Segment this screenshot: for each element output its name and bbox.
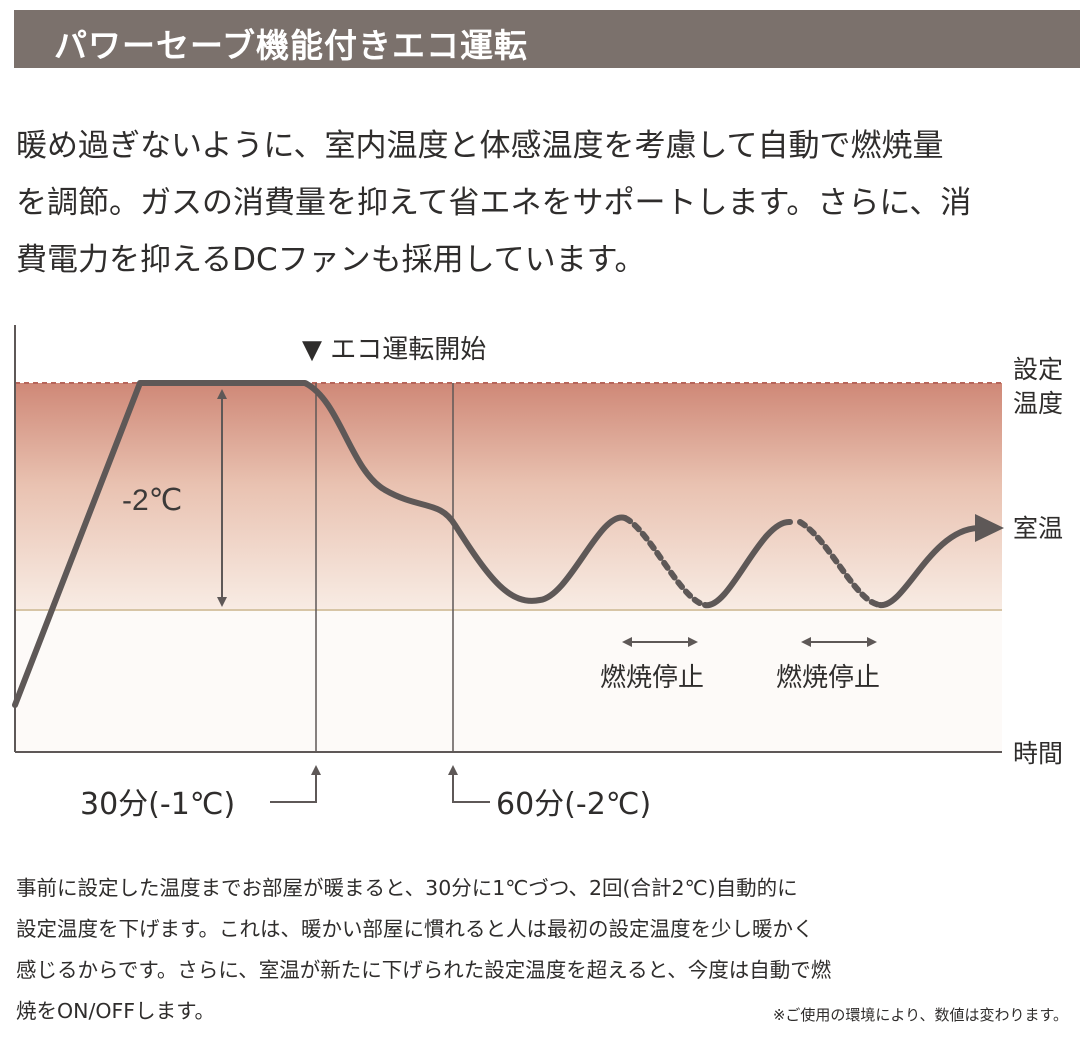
caption-line: 感じるからです。さらに、室温が新たに下げられた設定温度を超えると、今度は自動で燃 xyxy=(16,958,832,982)
page-title: パワーセーブ機能付きエコ運転 xyxy=(54,26,529,65)
room-temp-label: 室温 xyxy=(1013,514,1063,543)
stop-label-2: 燃焼停止 xyxy=(776,663,880,693)
setpoint-label-line1: 設定 xyxy=(1013,355,1063,384)
intro-line: 費電力を抑えるDCファンも採用しています。 xyxy=(16,242,646,278)
caption-line: 焼をON/OFFします。 xyxy=(16,999,216,1023)
curve-dashed-segment-2 xyxy=(797,519,883,608)
curve-arrow-head xyxy=(975,514,1004,542)
intro-text: 暖め過ぎないように、室内温度と体感温度を考慮して自動で燃焼量 を調節。ガスの消費… xyxy=(16,118,1078,289)
eco-start-label: ▼ エコ運転開始 xyxy=(302,335,486,365)
marker-30-arrow xyxy=(270,765,321,803)
delta-label: -2℃ xyxy=(122,484,182,517)
lower-fade xyxy=(15,610,1002,752)
curve-solid-segment-3 xyxy=(877,525,981,608)
intro-line: 暖め過ぎないように、室内温度と体感温度を考慮して自動で燃焼量 xyxy=(16,128,944,164)
setpoint-label-line2: 温度 xyxy=(1013,389,1063,418)
room-temperature-curve xyxy=(12,380,628,708)
title-bar: パワーセーブ機能付きエコ運転 xyxy=(14,10,1080,68)
marker-60-label: 60分(-2℃) xyxy=(496,787,651,822)
footnote: ※ご使用の環境により、数値は変わります。 xyxy=(772,1006,1068,1024)
caption-text: 事前に設定した温度までお部屋が暖まると、30分に1℃づつ、2回(合計2℃)自動的… xyxy=(16,868,1078,1032)
eco-operation-diagram: -2℃ ▼ エコ運転開始 設定 温度 室温 時間 燃焼停止 燃焼停止 30分(-… xyxy=(12,325,1063,822)
time-axis-label: 時間 xyxy=(1013,739,1063,768)
marker-30-label: 30分(-1℃) xyxy=(80,787,235,822)
curve-dashed-segment-1 xyxy=(622,515,708,608)
caption-line: 事前に設定した温度までお部屋が暖まると、30分に1℃づつ、2回(合計2℃)自動的… xyxy=(16,876,798,900)
curve-solid-segment-2 xyxy=(702,519,793,609)
marker-60-arrow xyxy=(448,765,490,803)
intro-line: を調節。ガスの消費量を抑えて省エネをサポートします。さらに、消 xyxy=(16,185,972,221)
temperature-band xyxy=(15,383,1002,610)
stop-label-1: 燃焼停止 xyxy=(600,663,704,693)
caption-line: 設定温度を下げます。これは、暖かい部屋に慣れると人は最初の設定温度を少し暖かく xyxy=(16,917,814,941)
